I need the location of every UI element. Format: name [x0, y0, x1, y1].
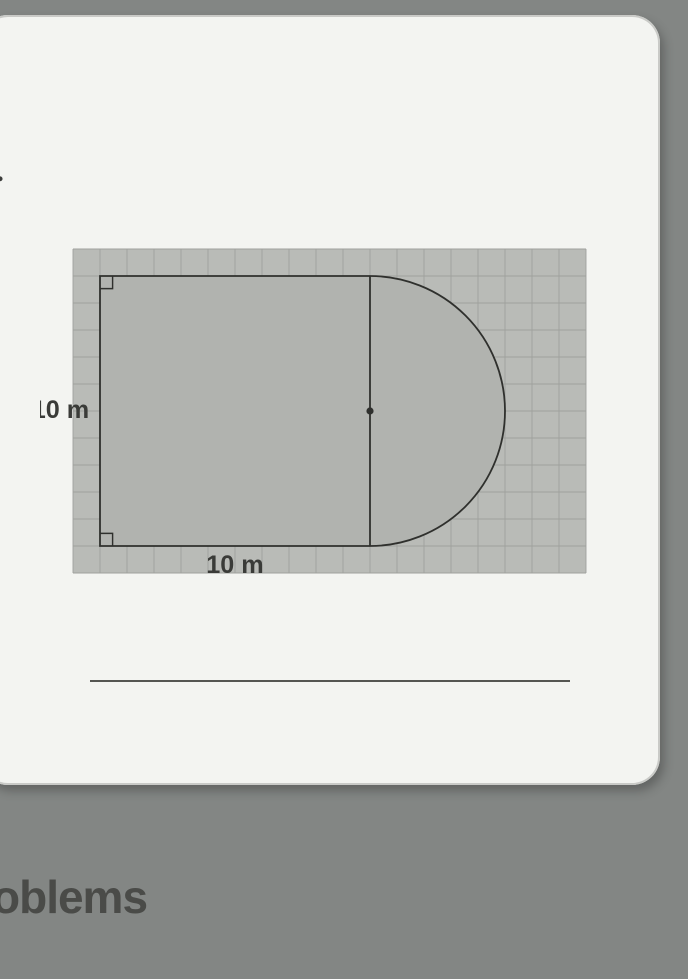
bottom-dimension-label: 10 m — [206, 551, 263, 579]
left-dimension-label: 10 m — [40, 396, 89, 424]
answer-line — [90, 680, 570, 682]
composite-shape — [100, 276, 505, 546]
footer-heading: oblems — [0, 870, 147, 924]
problem-card: π. 10 m 10 m — [0, 15, 660, 785]
diagram: 10 m 10 m — [40, 240, 610, 600]
diagram-svg: 10 m 10 m — [40, 240, 610, 600]
center-dot — [366, 407, 373, 414]
pi-label: π. — [0, 155, 4, 189]
